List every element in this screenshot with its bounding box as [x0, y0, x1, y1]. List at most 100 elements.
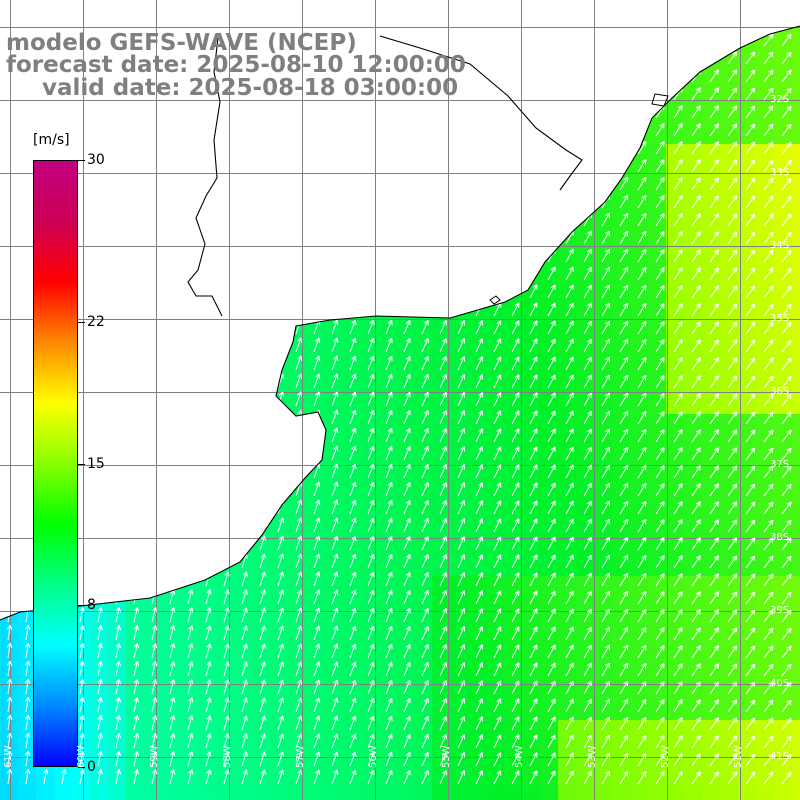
- wind-arrow: [331, 751, 339, 767]
- wind-arrow: [583, 464, 592, 479]
- wind-arrow: [601, 554, 611, 569]
- wind-arrow: [619, 770, 629, 785]
- wind-arrow: [529, 626, 538, 641]
- wind-arrow: [547, 266, 556, 281]
- wind-arrow: [655, 518, 665, 533]
- wind-arrow: [619, 374, 629, 389]
- wind-arrow: [6, 678, 13, 695]
- wind-arrow: [673, 393, 683, 407]
- wind-arrow: [673, 249, 683, 263]
- wind-arrow: [619, 194, 629, 209]
- wind-arrow: [781, 105, 792, 119]
- wind-arrow: [709, 609, 719, 623]
- wind-arrow: [619, 662, 629, 677]
- wind-arrow: [439, 572, 447, 587]
- wind-arrow: [331, 607, 339, 623]
- wind-arrow: [115, 696, 121, 713]
- wind-arrow: [187, 697, 194, 713]
- wind-arrow: [493, 680, 502, 695]
- wind-arrow: [709, 663, 719, 677]
- wind-arrow: [745, 483, 756, 497]
- wind-arrow: [709, 267, 719, 281]
- wind-arrow: [673, 609, 683, 623]
- wind-arrow: [763, 231, 774, 245]
- wind-arrow: [349, 733, 357, 749]
- wind-arrow: [511, 572, 520, 587]
- wind-arrow: [385, 679, 393, 695]
- wind-arrow: [403, 463, 411, 479]
- wind-arrow: [367, 409, 375, 425]
- wind-arrow: [637, 374, 647, 389]
- wind-arrow: [565, 302, 574, 317]
- wind-arrow: [349, 373, 357, 389]
- wind-arrow: [637, 158, 647, 173]
- wind-arrow: [295, 643, 303, 659]
- wind-arrow: [565, 662, 574, 677]
- wind-arrow: [709, 735, 719, 749]
- wind-arrow: [781, 249, 792, 263]
- wind-arrow: [565, 338, 574, 353]
- wind-arrow: [133, 625, 140, 641]
- wind-arrow: [259, 697, 266, 713]
- wind-arrow: [133, 679, 140, 695]
- wind-arrow: [529, 734, 538, 749]
- wind-arrow: [151, 751, 158, 767]
- wind-arrow: [529, 410, 538, 425]
- wind-arrow: [133, 733, 140, 749]
- latitude-label: 37S: [770, 459, 790, 470]
- wind-arrow: [457, 734, 465, 749]
- wind-arrow: [313, 625, 321, 641]
- wind-arrow: [403, 625, 411, 641]
- wind-arrow: [673, 663, 683, 677]
- wind-arrow: [295, 535, 303, 551]
- colorbar-tick-label: 15: [87, 456, 105, 472]
- wind-arrow: [313, 589, 321, 605]
- wind-arrow: [475, 770, 484, 785]
- wind-arrow: [367, 751, 375, 767]
- wind-arrow: [745, 87, 756, 101]
- wind-arrow: [673, 447, 683, 461]
- longitude-label: 58W: [222, 745, 233, 768]
- wind-arrow: [709, 339, 719, 353]
- wind-arrow: [511, 302, 520, 317]
- wind-arrow: [727, 87, 738, 101]
- wind-arrow: [673, 537, 683, 551]
- valid-date: valid date: 2025-08-18 03:00:00: [42, 75, 459, 101]
- wind-arrow: [331, 337, 339, 353]
- wind-arrow: [673, 339, 683, 353]
- wind-arrow: [439, 662, 447, 677]
- wind-arrow: [745, 591, 756, 605]
- wind-arrow: [367, 481, 375, 497]
- wind-arrow: [421, 355, 429, 371]
- wind-arrow: [367, 499, 375, 515]
- wind-arrow: [385, 607, 393, 623]
- wind-arrow: [511, 590, 520, 605]
- wind-arrow: [385, 553, 393, 569]
- wind-arrow: [781, 339, 792, 353]
- wind-arrow: [673, 321, 683, 335]
- wind-arrow: [709, 483, 719, 497]
- wind-arrow: [295, 625, 303, 641]
- wind-arrow: [511, 698, 520, 713]
- wind-arrow: [421, 697, 429, 713]
- colorbar-tick: [78, 767, 85, 768]
- wind-arrow: [367, 625, 375, 641]
- wind-arrow: [151, 661, 158, 677]
- wind-arrow: [781, 735, 792, 749]
- wind-arrow: [79, 642, 85, 659]
- wind-arrow: [457, 608, 465, 623]
- wind-arrow: [403, 769, 411, 785]
- wind-arrow: [745, 717, 756, 731]
- wind-arrow: [727, 501, 738, 515]
- wind-arrow: [493, 338, 502, 353]
- wind-arrow: [709, 285, 719, 299]
- wind-arrow: [97, 732, 103, 749]
- wind-arrow: [781, 123, 792, 137]
- wind-arrow: [403, 319, 411, 335]
- wind-arrow: [781, 663, 792, 677]
- wind-arrow: [457, 518, 465, 533]
- wind-arrow: [457, 680, 465, 695]
- wind-arrow: [97, 714, 103, 731]
- wind-arrow: [205, 733, 212, 749]
- wind-arrow: [637, 266, 647, 281]
